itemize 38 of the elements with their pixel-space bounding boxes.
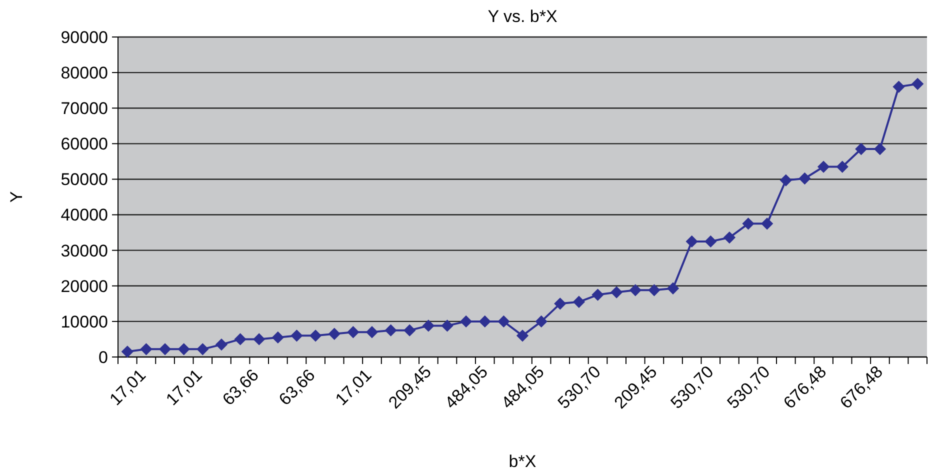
y-tick-label: 90000 [60,28,108,47]
point [686,235,698,248]
point [422,320,435,332]
y-tick-label: 10000 [60,312,108,332]
chart-title: Y vs. b*X [488,7,558,26]
y-tick-label: 70000 [60,99,108,118]
point [836,160,848,173]
y-axis-title: Y [7,191,26,203]
y-tick-label: 30000 [60,241,108,260]
y-tick-label: 50000 [60,170,108,190]
point [196,343,209,356]
point [535,315,548,328]
point [516,330,529,342]
point [892,80,905,93]
point [704,235,717,248]
point [780,174,792,186]
point [404,324,416,336]
point [572,296,586,308]
point [817,160,830,173]
point [798,172,811,185]
point [121,346,134,358]
point [592,288,604,301]
y-tick-label: 0 [98,348,108,367]
y-tick-label: 20000 [60,276,108,296]
point [855,142,868,156]
point [234,333,246,346]
y-tick-label: 60000 [60,134,108,154]
point [723,231,736,244]
y-tick-label: 40000 [60,206,108,225]
point [460,315,472,328]
point [742,218,754,230]
point [554,298,566,310]
point [666,282,680,294]
point [441,320,454,332]
y-tick-label: 80000 [60,64,108,83]
point [498,315,510,328]
x-axis-title: b*X [508,452,536,471]
point [761,218,774,230]
